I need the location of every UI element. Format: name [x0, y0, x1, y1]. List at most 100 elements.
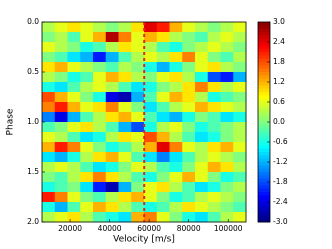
heatmap-cell: [182, 32, 196, 43]
heatmap-cell: [67, 132, 81, 143]
heatmap-cell: [54, 192, 68, 203]
heatmap-cell: [54, 92, 68, 103]
heatmap-cell: [105, 162, 119, 173]
heatmap-cell: [220, 132, 234, 143]
heatmap-cell: [156, 42, 170, 53]
heatmap-cell: [207, 22, 221, 33]
colorbar-segment: [258, 108, 270, 113]
heatmap-cell: [67, 152, 81, 163]
heatmap-cell: [207, 192, 221, 203]
heatmap-cell: [118, 132, 132, 143]
colorbar-segment: [258, 85, 270, 90]
colorbar-segment: [258, 198, 270, 203]
heatmap-cell: [144, 112, 158, 123]
heatmap-cell: [156, 52, 170, 63]
heatmap-cell: [182, 142, 196, 153]
heatmap-cell: [156, 132, 170, 143]
colorbar-segment: [258, 128, 270, 133]
colorbar-segment: [258, 178, 270, 183]
heatmap-cell: [131, 152, 145, 163]
heatmap-cell: [67, 142, 81, 153]
heatmap-cell: [207, 162, 221, 173]
heatmap-cell: [93, 142, 107, 153]
y-tick-label: 1.5: [27, 167, 39, 176]
heatmap-cell: [93, 122, 107, 133]
heatmap-cell: [169, 82, 183, 93]
heatmap-cell: [220, 162, 234, 173]
heatmap-cell: [80, 62, 94, 73]
heatmap-cell: [54, 162, 68, 173]
colorbar-segment: [258, 145, 270, 150]
heatmap-cell: [169, 192, 183, 203]
heatmap-cell: [131, 102, 145, 113]
heatmap-cell: [118, 62, 132, 73]
heatmap-cell: [144, 202, 158, 213]
heatmap-cell: [207, 62, 221, 73]
heatmap-cell: [169, 172, 183, 183]
heatmap-cell: [144, 62, 158, 73]
heatmap-cell: [156, 162, 170, 173]
heatmap-cell: [67, 32, 81, 43]
heatmap-cell: [195, 92, 209, 103]
heatmap-cell: [105, 42, 119, 53]
heatmap-cell: [42, 132, 56, 143]
heatmap-cell: [220, 62, 234, 73]
heatmap-cell: [195, 202, 209, 213]
heatmap-cell: [131, 122, 145, 133]
heatmap-cell: [118, 122, 132, 133]
heatmap-cell: [220, 192, 234, 203]
heatmap-cell: [105, 102, 119, 113]
heatmap-cell: [233, 152, 247, 163]
heatmap-cell: [42, 172, 56, 183]
heatmap-cell: [93, 202, 107, 213]
heatmap-cell: [195, 182, 209, 193]
heatmap-cell: [156, 82, 170, 93]
heatmap-cell: [207, 142, 221, 153]
heatmap-cell: [233, 32, 247, 43]
heatmap-cell: [93, 62, 107, 73]
colorbar-segment: [258, 218, 270, 223]
colorbar-segment: [258, 215, 270, 220]
heatmap-cell: [93, 132, 107, 143]
heatmap-cell: [67, 92, 81, 103]
heatmap-cell: [195, 102, 209, 113]
colorbar-segment: [258, 52, 270, 56]
heatmap-cell: [42, 72, 56, 83]
heatmap-cell: [42, 182, 56, 193]
heatmap-cell: [118, 142, 132, 153]
heatmap-cell: [233, 92, 247, 103]
heatmap-cell: [156, 152, 170, 163]
heatmap-cell: [144, 212, 158, 223]
colorbar-segment: [258, 98, 270, 103]
heatmap-cell: [80, 112, 94, 123]
heatmap-cell: [220, 212, 234, 223]
colorbar-tick-label: 3.0: [273, 17, 285, 26]
heatmap-cell: [118, 152, 132, 163]
heatmap-cell: [220, 72, 234, 83]
heatmap-cell: [195, 142, 209, 153]
heatmap-cell: [54, 122, 68, 133]
colorbar-segment: [258, 65, 270, 70]
y-tick-label: 1.0: [27, 117, 39, 126]
heatmap-cell: [80, 92, 94, 103]
heatmap-cell: [144, 22, 158, 33]
colorbar-segment: [258, 25, 270, 30]
heatmap-cell: [67, 182, 81, 193]
heatmap-cell: [144, 82, 158, 93]
heatmap-cell: [233, 52, 247, 63]
heatmap-cell: [220, 112, 234, 123]
heatmap-cell: [182, 62, 196, 73]
heatmap-cell: [80, 162, 94, 173]
colorbar-segment: [258, 138, 270, 143]
colorbar-segment: [258, 38, 270, 43]
heatmap-cell: [118, 172, 132, 183]
colorbar-segment: [258, 72, 270, 76]
heatmap-cell: [42, 82, 56, 93]
heatmap-cell: [233, 22, 247, 33]
colorbar-segment: [258, 172, 270, 176]
heatmap-cell: [169, 212, 183, 223]
heatmap-cell: [144, 32, 158, 43]
heatmap-cell: [144, 152, 158, 163]
heatmap-cell: [131, 112, 145, 123]
colorbar-segment: [258, 112, 270, 116]
